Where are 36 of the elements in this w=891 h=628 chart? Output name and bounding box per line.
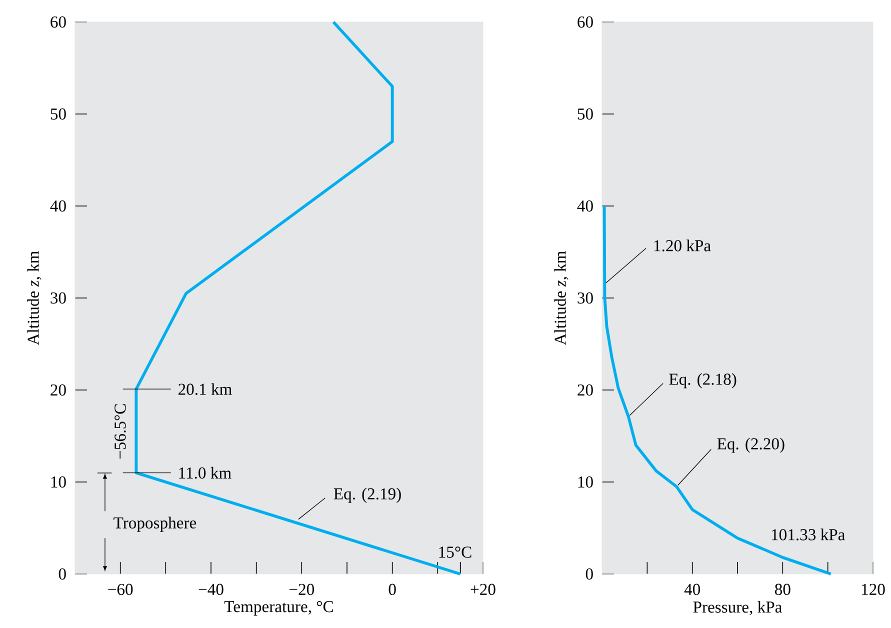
y-tick-label: 10 — [51, 476, 66, 488]
annotation: Eq. (2.19) — [334, 488, 401, 503]
annotation: 101.33 kPa — [772, 528, 846, 540]
annotation: 11.0 km — [179, 466, 232, 479]
x-tick-label: −60 — [108, 584, 133, 596]
annotation: Eq. (2.18) — [669, 373, 736, 388]
y-tick-label: 30 — [578, 292, 593, 304]
x-tick-label: −40 — [198, 584, 224, 596]
y-tick-label: 30 — [50, 292, 66, 304]
x-tick-label: 0 — [388, 584, 396, 596]
y-axis-title: Altitude z, km — [554, 251, 568, 346]
y-tick-label: 60 — [50, 16, 66, 28]
annotation: Troposphere — [114, 516, 196, 532]
y-tick-label: 10 — [578, 476, 593, 488]
x-tick-label: 120 — [862, 584, 885, 596]
annotation: 1.20 kPa — [654, 240, 711, 252]
y-tick-label: 40 — [50, 200, 66, 212]
annotation: Eq. (2.20) — [717, 438, 784, 453]
annotation: 20.1 km — [178, 383, 232, 395]
x-tick-label: +20 — [470, 584, 496, 596]
y-tick-label: 20 — [50, 384, 66, 396]
y-tick-label: 50 — [578, 108, 593, 120]
x-axis-title: Pressure, kPa — [693, 601, 782, 616]
y-tick-label: 0 — [586, 568, 593, 580]
y-tick-label: 60 — [578, 16, 593, 28]
y-tick-label: 40 — [577, 200, 593, 212]
y-tick-label: 50 — [50, 108, 66, 120]
y-tick-label: 0 — [58, 568, 66, 580]
y-tick-label: 20 — [578, 384, 593, 396]
x-tick-label: 40 — [684, 584, 700, 596]
y-axis-title: Altitude z, km — [27, 251, 42, 346]
x-tick-label: −20 — [290, 584, 314, 596]
x-tick-label: 80 — [774, 584, 790, 596]
x-axis-title: Temperature, °C — [224, 601, 333, 616]
annotation: 15°C — [439, 546, 472, 558]
annotation: −56.5°C — [114, 404, 126, 459]
